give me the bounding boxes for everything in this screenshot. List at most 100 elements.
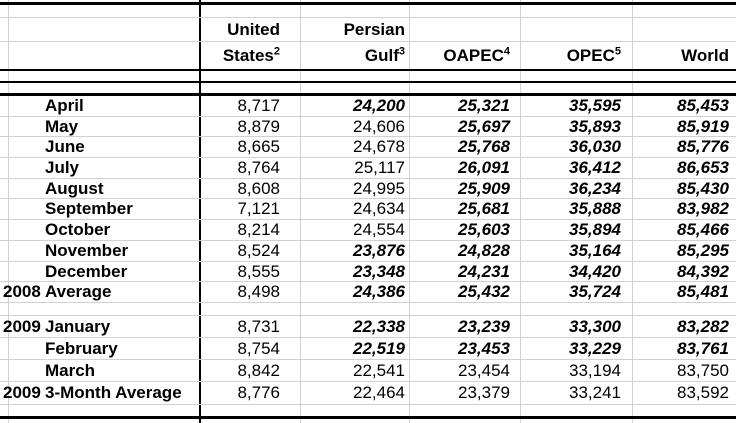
row-month-label: January	[45, 316, 111, 336]
row-month-label: July	[45, 158, 80, 178]
table-cell-world: 83,982	[677, 199, 729, 219]
table-cell-persian-gulf: 22,338	[353, 316, 405, 336]
table-cell-persian-gulf: 23,348	[353, 261, 405, 281]
table-cell-oapec: 24,828	[458, 240, 510, 260]
table-cell-persian-gulf: 24,386	[353, 282, 405, 302]
table-cell-persian-gulf: 24,995	[353, 178, 405, 198]
column-gridline	[632, 0, 633, 423]
table-cell-persian-gulf: 22,519	[353, 339, 405, 359]
table-cell-world: 85,453	[677, 96, 729, 115]
table-cell-world: 83,761	[677, 339, 729, 359]
column-header-oapec: OAPEC4	[409, 42, 520, 69]
table-cell-opec: 35,888	[569, 199, 621, 219]
header-text: OAPEC	[443, 46, 504, 65]
table-cell-opec: 33,300	[569, 316, 621, 336]
table-cell-united-states: 8,754	[237, 339, 280, 359]
table-cell-united-states: 8,214	[237, 220, 280, 240]
table-row: October 8,214 24,554 25,603 35,894 85,46…	[0, 220, 736, 241]
table-top-border	[0, 2, 736, 5]
row-year-label: 2009	[3, 383, 41, 403]
table-cell-oapec: 23,453	[458, 339, 510, 359]
table-cell-persian-gulf: 25,117	[354, 158, 405, 178]
table-row: September 7,121 24,634 25,681 35,888 83,…	[0, 199, 736, 221]
table-row: May 8,879 24,606 25,697 35,893 85,919	[0, 117, 736, 138]
section-gap-row	[0, 303, 736, 316]
header-gridline	[0, 41, 736, 42]
row-month-label: April	[45, 96, 84, 115]
table-row: June 8,665 24,678 25,768 36,030 85,776	[0, 137, 736, 159]
table-row: April 8,717 24,200 25,321 35,595 85,453	[0, 96, 736, 117]
table-cell-opec: 36,030	[569, 137, 621, 157]
table-cell-world: 83,592	[677, 383, 729, 403]
table-cell-opec: 36,412	[569, 158, 621, 178]
column-header-united-states: States2	[200, 42, 300, 69]
row-month-label: August	[45, 178, 104, 198]
column-header-persian-gulf: Gulf3	[300, 42, 409, 69]
table-cell-world: 85,466	[677, 220, 729, 240]
table-cell-persian-gulf: 24,606	[353, 116, 405, 136]
table-body: April 8,717 24,200 25,321 35,595 85,453 …	[0, 96, 736, 405]
row-month-label: December	[45, 261, 128, 281]
table-cell-united-states: 7,121	[237, 199, 280, 219]
row-year-label: 2008	[3, 282, 41, 302]
header-gridline	[0, 17, 736, 18]
table-row: November 8,524 23,876 24,828 35,164 85,2…	[0, 241, 736, 262]
table-cell-united-states: 8,731	[237, 316, 280, 336]
row-month-label: February	[45, 339, 118, 359]
table-cell-united-states: 8,608	[237, 178, 280, 198]
column-header-row-1: United Persian	[0, 18, 736, 41]
row-month-label: June	[45, 137, 85, 157]
table-cell-world: 85,776	[677, 137, 729, 157]
table-cell-persian-gulf: 22,464	[353, 383, 405, 403]
table-cell-world: 83,750	[677, 361, 729, 381]
table-cell-united-states: 8,498	[237, 282, 280, 302]
header-bottom-rule	[0, 69, 736, 71]
table-cell-opec: 35,894	[569, 220, 621, 240]
table-row: July 8,764 25,117 26,091 36,412 86,653	[0, 158, 736, 179]
table-cell-opec: 35,164	[569, 240, 621, 260]
table-cell-oapec: 23,379	[458, 383, 510, 403]
table-row: 2008 Average 8,498 24,386 25,432 35,724 …	[0, 282, 736, 303]
column-header-world: World	[632, 42, 736, 69]
column-header-persian: Persian	[343, 20, 405, 39]
table-cell-oapec: 25,432	[458, 282, 510, 302]
table-cell-oapec: 25,697	[458, 116, 510, 136]
table-cell-persian-gulf: 24,634	[353, 199, 405, 219]
label-column-divider	[199, 0, 201, 423]
table-row: December 8,555 23,348 24,231 34,420 84,3…	[0, 262, 736, 283]
table-cell-oapec: 24,231	[458, 261, 510, 281]
header-separator-rule	[0, 81, 736, 83]
table-cell-oapec: 23,239	[458, 316, 510, 336]
table-cell-united-states: 8,764	[237, 158, 280, 178]
table-cell-opec: 35,724	[569, 282, 621, 302]
table-cell-world: 85,430	[677, 178, 729, 198]
row-month-label: May	[45, 116, 79, 136]
header-text: States	[222, 46, 274, 65]
table-cell-world: 85,295	[677, 240, 729, 260]
table-cell-persian-gulf: 24,200	[353, 96, 405, 115]
table-cell-united-states: 8,842	[237, 361, 280, 381]
table-row: 2009 January 8,731 22,338 23,239 33,300 …	[0, 316, 736, 339]
table-cell-opec: 33,229	[569, 339, 621, 359]
table-cell-oapec: 23,454	[458, 361, 510, 381]
table-cell-opec: 35,595	[569, 96, 621, 115]
column-header-opec: OPEC5	[520, 42, 632, 69]
table-cell-oapec: 25,321	[458, 96, 510, 115]
data-top-border	[0, 93, 736, 96]
table-row: March 8,842 22,541 23,454 33,194 83,750	[0, 360, 736, 383]
footnote-marker: 3	[398, 45, 405, 58]
row-month-label: 3-Month Average	[45, 383, 182, 403]
column-gridline	[300, 0, 301, 423]
row-month-label: March	[45, 361, 96, 381]
table-cell-united-states: 8,717	[237, 96, 280, 115]
table-row: February 8,754 22,519 23,453 33,229 83,7…	[0, 338, 736, 361]
table-cell-oapec: 25,603	[458, 220, 510, 240]
table-cell-world: 83,282	[677, 316, 729, 336]
table-cell-world: 85,919	[677, 116, 729, 136]
header-text: Gulf	[364, 46, 399, 65]
table-cell-world: 86,653	[677, 158, 729, 178]
table-cell-opec: 33,194	[569, 361, 621, 381]
column-gridline	[8, 0, 9, 423]
table-cell-united-states: 8,776	[237, 383, 280, 403]
table-cell-united-states: 8,879	[237, 116, 280, 136]
